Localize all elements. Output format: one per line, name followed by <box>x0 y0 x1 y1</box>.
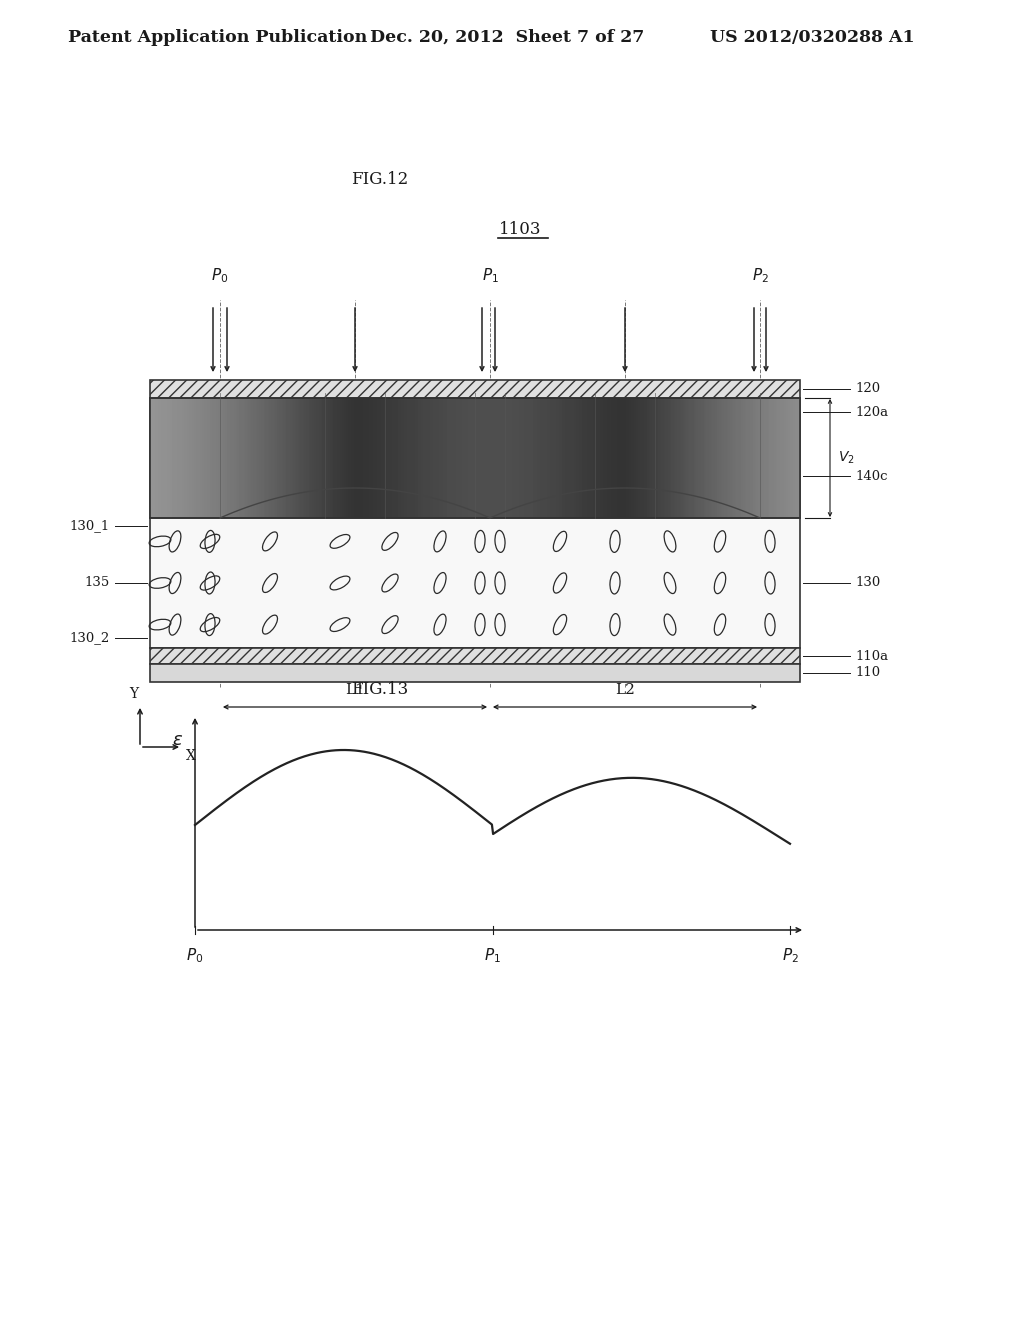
Text: 130: 130 <box>855 577 881 590</box>
Text: L1: L1 <box>345 682 365 697</box>
Text: $P_1$: $P_1$ <box>484 946 501 965</box>
Bar <box>150 399 800 517</box>
Bar <box>150 664 800 682</box>
Bar <box>150 399 800 517</box>
Text: 130_1: 130_1 <box>70 519 110 532</box>
Text: Patent Application Publication: Patent Application Publication <box>68 29 368 45</box>
Text: 130_2: 130_2 <box>70 631 110 644</box>
Text: US 2012/0320288 A1: US 2012/0320288 A1 <box>710 29 914 45</box>
Bar <box>150 380 800 399</box>
Text: $P_0$: $P_0$ <box>211 267 228 285</box>
Text: 110: 110 <box>855 667 880 680</box>
Text: 110a: 110a <box>855 649 888 663</box>
Text: $P_2$: $P_2$ <box>752 267 768 285</box>
Text: 120: 120 <box>855 383 880 396</box>
Text: $P_1$: $P_1$ <box>481 267 499 285</box>
Text: 120a: 120a <box>855 407 888 418</box>
Text: Dec. 20, 2012  Sheet 7 of 27: Dec. 20, 2012 Sheet 7 of 27 <box>370 29 644 45</box>
Text: FIG.13: FIG.13 <box>351 681 409 698</box>
Text: $V_2$: $V_2$ <box>838 450 855 466</box>
Text: L2: L2 <box>615 682 635 697</box>
Text: 135: 135 <box>85 577 110 590</box>
Bar <box>150 517 800 648</box>
Text: FIG.12: FIG.12 <box>351 172 409 189</box>
Text: Y: Y <box>129 686 138 701</box>
Bar <box>150 648 800 664</box>
Text: 140c: 140c <box>855 470 888 483</box>
Text: $P_2$: $P_2$ <box>781 946 799 965</box>
Text: 1103: 1103 <box>499 222 542 239</box>
Text: X: X <box>186 748 196 763</box>
Text: $\varepsilon$: $\varepsilon$ <box>172 731 183 748</box>
Text: $P_0$: $P_0$ <box>186 946 204 965</box>
